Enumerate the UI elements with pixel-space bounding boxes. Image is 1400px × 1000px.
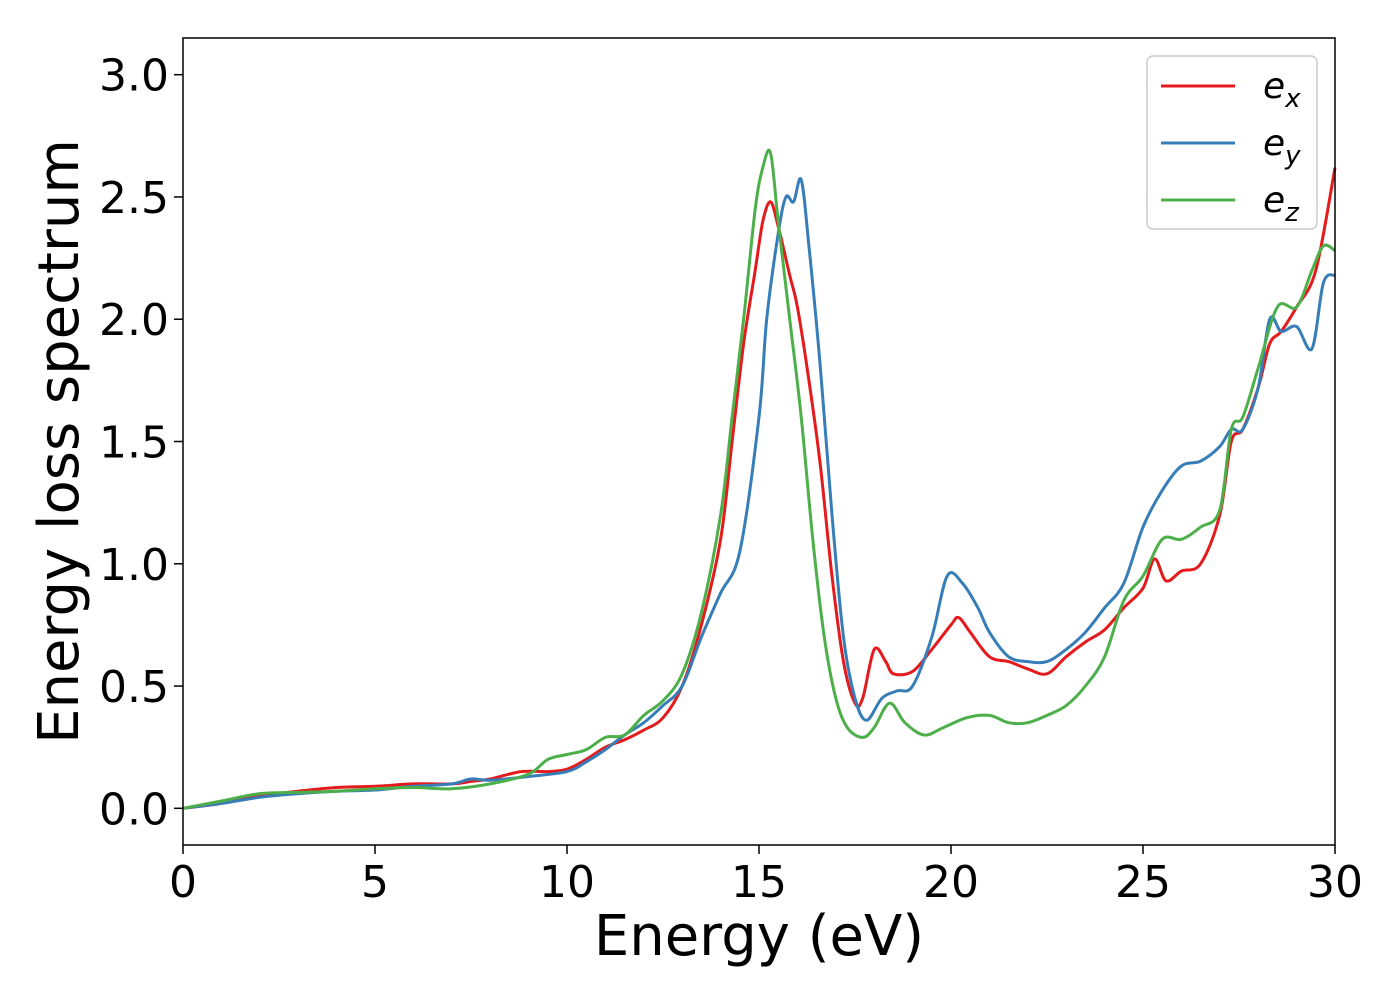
y-axis: 0.0 0.5 1.0 1.5 2.0 2.5 3.0 — [99, 51, 183, 835]
x-tick-label: 20 — [923, 857, 979, 908]
y-tick-label: 2.0 — [99, 295, 169, 346]
x-tick-label: 0 — [169, 857, 197, 908]
y-tick-label: 1.5 — [99, 418, 169, 469]
x-tick-label: 25 — [1115, 857, 1171, 908]
x-tick-label: 15 — [731, 857, 787, 908]
legend-label-e-y: ey — [1263, 123, 1301, 171]
series-line-e-x — [182, 167, 1337, 810]
legend-label-e-z: ez — [1263, 180, 1300, 228]
plot-lines — [182, 148, 1337, 810]
x-tick-label: 10 — [539, 857, 595, 908]
legend: ex ey ez — [1146, 55, 1318, 230]
series-line-e-z — [182, 148, 1336, 810]
legend-label-e-x: ex — [1263, 66, 1301, 114]
y-tick-label: 1.0 — [99, 540, 169, 591]
y-axis-title: Energy loss spectrum — [27, 139, 92, 744]
y-tick-label: 2.5 — [99, 173, 169, 224]
x-tick-label: 30 — [1307, 857, 1363, 908]
x-tick-label: 5 — [361, 857, 389, 908]
y-tick-label: 3.0 — [99, 51, 169, 102]
series-line-e-y — [182, 177, 1336, 810]
y-tick-label: 0.0 — [99, 784, 169, 835]
x-axis: 0 5 10 15 20 25 30 — [169, 845, 1363, 908]
x-axis-title: Energy (eV) — [594, 904, 924, 969]
y-tick-label: 0.5 — [99, 662, 169, 713]
